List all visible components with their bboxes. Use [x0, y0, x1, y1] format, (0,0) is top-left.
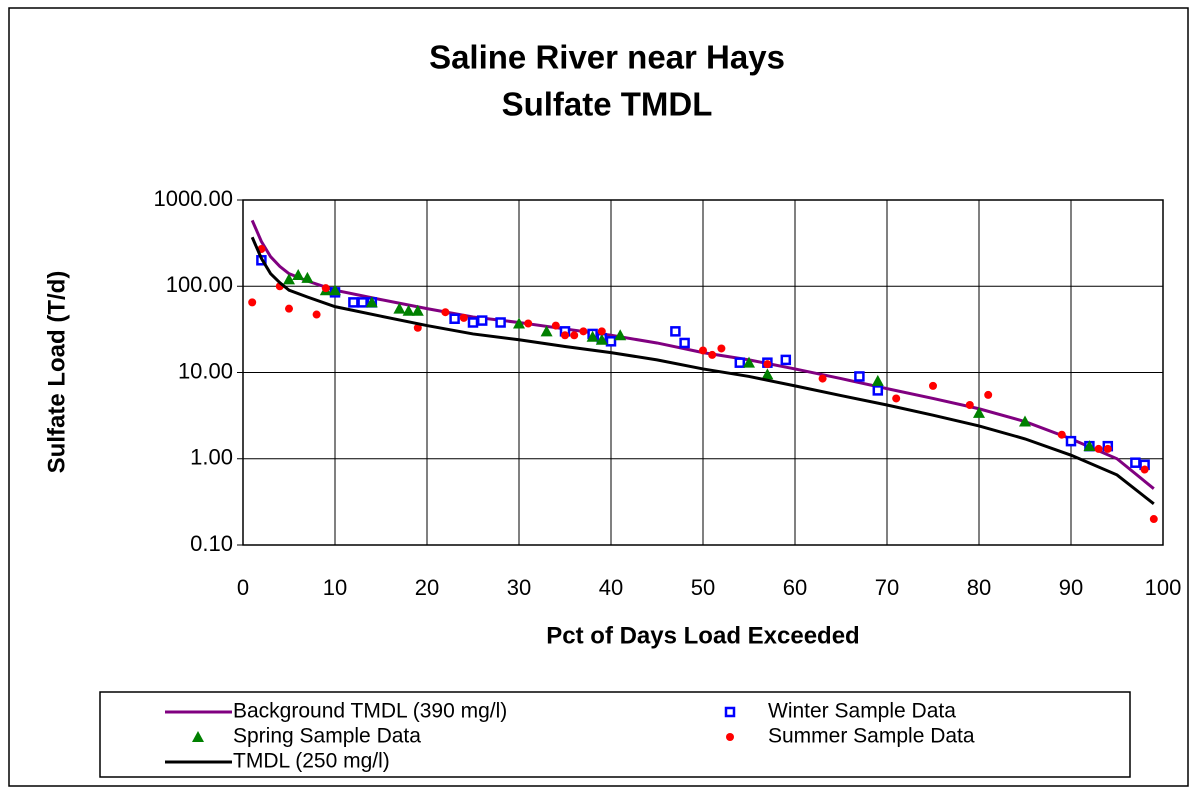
- point: [449, 313, 460, 324]
- point: [818, 374, 827, 383]
- point: [595, 333, 608, 345]
- y-tick-label: 1.00: [190, 445, 233, 470]
- chart-title: Saline River near Hays: [429, 39, 785, 76]
- legend-label: Summer Sample Data: [768, 725, 975, 748]
- point: [402, 304, 415, 316]
- point: [1019, 415, 1031, 427]
- x-tick-label: 70: [875, 575, 899, 600]
- point: [586, 330, 599, 342]
- x-tick-label: 20: [415, 575, 439, 600]
- point: [1103, 444, 1112, 453]
- point: [761, 368, 774, 380]
- point: [570, 331, 579, 340]
- point: [872, 385, 884, 396]
- point: [854, 371, 865, 382]
- point: [1140, 465, 1149, 474]
- x-tick-label: 0: [237, 575, 249, 600]
- point: [1130, 457, 1141, 468]
- y-tick-label: 10.00: [178, 358, 233, 383]
- point: [248, 298, 257, 307]
- point: [605, 336, 617, 347]
- legend-swatch: [726, 733, 734, 741]
- point: [1094, 444, 1103, 453]
- x-tick-label: 10: [323, 575, 347, 600]
- point: [321, 284, 330, 293]
- legend-label: Background TMDL (390 mg/l): [233, 700, 507, 723]
- plot-border: [242, 199, 1164, 546]
- point: [973, 406, 985, 418]
- point: [699, 346, 707, 355]
- chart-title: Sulfate TMDL: [502, 86, 713, 123]
- point: [540, 325, 553, 337]
- point: [459, 313, 468, 322]
- point: [495, 317, 506, 328]
- x-tick-label: 100: [1145, 575, 1182, 600]
- point: [513, 317, 525, 329]
- point: [285, 304, 293, 313]
- point: [292, 269, 305, 281]
- point: [892, 394, 901, 403]
- x-tick-label: 90: [1059, 575, 1083, 600]
- point: [743, 356, 755, 368]
- point: [467, 317, 479, 328]
- point: [283, 273, 295, 285]
- point: [734, 357, 746, 368]
- legend-label: Spring Sample Data: [233, 725, 421, 748]
- point: [365, 296, 378, 308]
- point: [871, 374, 884, 386]
- legend-box: [99, 691, 1131, 778]
- y-tick-label: 100.00: [166, 272, 233, 297]
- point: [780, 354, 792, 366]
- point: [524, 319, 533, 328]
- point: [965, 400, 974, 409]
- line: [250, 236, 1155, 506]
- point: [1065, 435, 1077, 447]
- point: [329, 284, 341, 296]
- y-tick-label: 1000.00: [153, 186, 233, 211]
- legend-label: Winter Sample Data: [768, 700, 956, 723]
- point: [670, 326, 681, 337]
- point: [597, 327, 606, 336]
- point: [441, 308, 450, 317]
- point: [348, 297, 359, 308]
- point: [357, 297, 368, 308]
- point: [984, 390, 993, 399]
- point: [312, 310, 321, 319]
- point: [476, 315, 488, 326]
- legend-swatch: [192, 731, 204, 742]
- point: [1149, 515, 1158, 524]
- legend-label: TMDL (250 mg/l): [233, 750, 390, 773]
- x-tick-label: 50: [691, 575, 715, 600]
- x-axis-label: Pct of Days Load Exceeded: [546, 622, 859, 649]
- y-tick-label: 0.10: [190, 531, 233, 556]
- x-tick-label: 40: [599, 575, 623, 600]
- point: [579, 327, 588, 336]
- point: [551, 321, 560, 330]
- point: [411, 304, 424, 316]
- point: [561, 331, 569, 340]
- point: [301, 271, 314, 283]
- point: [393, 302, 406, 314]
- point: [614, 329, 627, 341]
- point: [413, 323, 422, 332]
- legend-swatch: [724, 706, 736, 718]
- point: [679, 337, 690, 349]
- point: [929, 381, 937, 390]
- x-tick-label: 80: [967, 575, 991, 600]
- point: [717, 344, 726, 353]
- point: [708, 350, 717, 359]
- x-tick-label: 30: [507, 575, 531, 600]
- x-tick-label: 60: [783, 575, 807, 600]
- y-axis-label: Sulfate Load (T/d): [43, 271, 70, 474]
- point: [1057, 430, 1066, 439]
- point: [763, 360, 772, 369]
- point: [1083, 440, 1096, 452]
